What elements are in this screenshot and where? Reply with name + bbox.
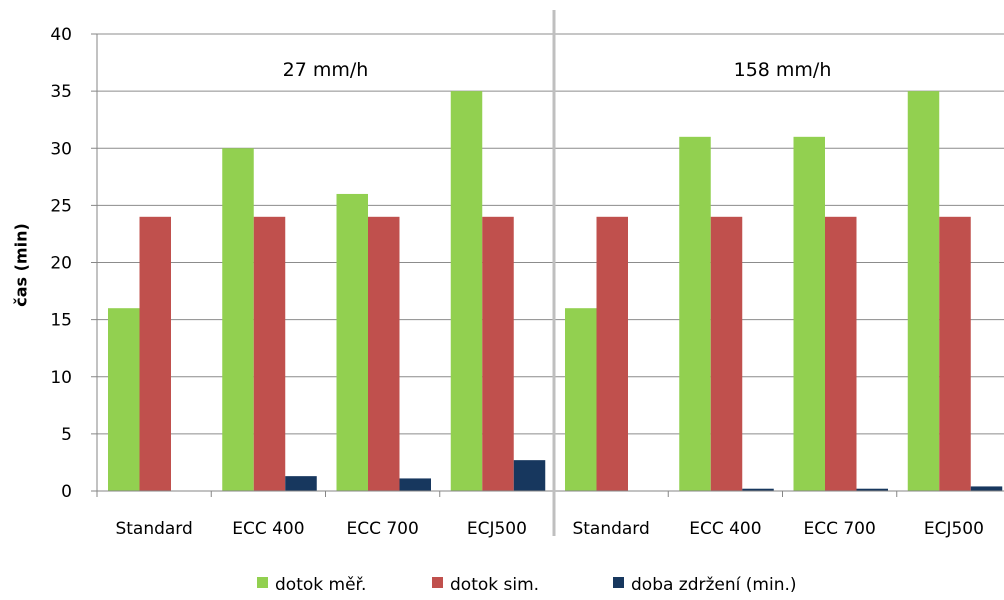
y-tick-label-40: 40: [50, 25, 72, 45]
bar-series2-1: [139, 216, 171, 492]
category-label-5: Standard: [572, 519, 649, 539]
bar-series2-8: [939, 216, 971, 492]
legend-swatch-3: [613, 577, 624, 588]
bar-series3-3: [399, 478, 431, 491]
legend-label-3: doba zdržení (min.): [631, 575, 797, 595]
y-tick-label-15: 15: [50, 311, 72, 331]
category-label-2: ECC 400: [232, 519, 304, 539]
bar-series3-2: [285, 476, 317, 491]
category-label-7: ECC 700: [803, 519, 875, 539]
category-label-4: ECJ500: [467, 519, 527, 539]
y-tick-label-10: 10: [50, 368, 72, 388]
y-tick-label-5: 5: [61, 425, 72, 445]
legend-swatch-2: [432, 577, 443, 588]
bar-series2-3: [368, 216, 400, 492]
y-tick-label-20: 20: [50, 254, 72, 274]
y-axis-title: čas (min): [12, 223, 31, 307]
bar-series1-2: [222, 148, 254, 491]
bar-series3-4: [513, 460, 546, 491]
bar-series3-6: [742, 488, 774, 491]
axes: [91, 10, 1004, 536]
bar-series2-7: [825, 216, 857, 492]
legend-swatch-1: [257, 577, 268, 588]
bar-series1-4: [450, 91, 483, 491]
bar-series2-4: [482, 216, 514, 492]
y-tick-label-35: 35: [50, 82, 72, 102]
group-label-1: 27 mm/h: [283, 59, 369, 81]
y-tick-label-0: 0: [61, 482, 72, 502]
legend-label-2: dotok sim.: [450, 575, 539, 595]
legend: dotok měř. dotok sim. doba zdržení (min.): [257, 575, 797, 595]
y-tick-label-25: 25: [50, 196, 72, 216]
y-tick-label-30: 30: [50, 139, 72, 159]
bar-series3-7: [856, 488, 888, 491]
bar-series2-2: [253, 216, 286, 492]
category-label-6: ECC 400: [689, 519, 761, 539]
bar-series1-7: [793, 136, 825, 491]
labels: 0 5 10 15 20 25 30 35 40 Standard ECC 400 ECC 700 EC…: [50, 25, 984, 539]
legend-label-1: dotok měř.: [275, 575, 366, 595]
category-label-3: ECC 700: [346, 519, 418, 539]
bar-series1-3: [336, 193, 368, 491]
bar-series1-1: [108, 308, 140, 491]
bar-series3-8: [970, 486, 1003, 491]
bar-series2-5: [596, 216, 628, 492]
bar-series1-6: [679, 136, 711, 491]
group-label-2: 158 mm/h: [734, 59, 832, 81]
bar-series1-8: [907, 91, 940, 491]
bars: [108, 91, 1003, 492]
bar-series1-5: [565, 308, 597, 491]
category-label-1: Standard: [115, 519, 192, 539]
category-label-8: ECJ500: [924, 519, 984, 539]
bar-series2-6: [710, 216, 743, 492]
